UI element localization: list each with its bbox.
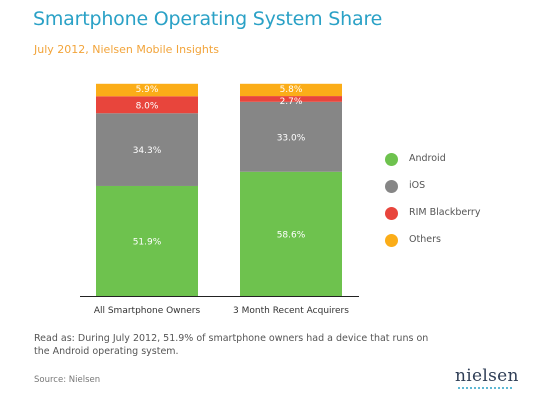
bar-segment-ios-0: [96, 113, 198, 186]
data-label-ios-1: 33.0%: [277, 133, 306, 143]
bar-segment-rim-blackberry-1: [240, 96, 342, 102]
legend-swatch-android: [385, 153, 398, 166]
legend-label-others: Others: [409, 234, 441, 245]
bar-segment-ios-1: [240, 101, 342, 172]
read-as-note: Read as: During July 2012, 51.9% of smar…: [34, 333, 429, 357]
nielsen-logo: nielsen: [455, 366, 519, 386]
source-label: Source: Nielsen: [34, 375, 101, 385]
chart-subtitle: July 2012, Nielsen Mobile Insights: [34, 43, 219, 56]
data-label-android-1: 58.6%: [277, 230, 306, 240]
legend-label-android: Android: [409, 153, 446, 164]
data-label-others-0: 5.9%: [136, 85, 159, 95]
data-label-rim-blackberry-1: 2.7%: [280, 97, 303, 107]
category-label-0: All Smartphone Owners: [94, 306, 201, 316]
data-label-others-1: 5.8%: [280, 85, 303, 95]
data-label-rim-blackberry-0: 8.0%: [136, 101, 159, 111]
legend-label-rim-blackberry: RIM Blackberry: [409, 207, 481, 218]
bar-segment-rim-blackberry-0: [96, 96, 198, 114]
bar-segment-others-1: [240, 83, 342, 97]
legend-swatch-others: [385, 234, 398, 247]
bar-segment-android-0: [96, 185, 198, 296]
bar-segment-android-1: [240, 171, 342, 296]
data-label-ios-0: 34.3%: [133, 146, 162, 156]
legend-swatch-rim-blackberry: [385, 207, 398, 220]
chart-title: Smartphone Operating System Share: [33, 8, 383, 30]
data-label-android-0: 51.9%: [133, 237, 162, 247]
logo-underline: [457, 387, 512, 389]
legend-swatch-ios: [385, 180, 398, 193]
legend-label-ios: iOS: [409, 180, 426, 191]
bar-segment-others-0: [96, 83, 198, 97]
category-label-1: 3 Month Recent Acquirers: [233, 306, 349, 316]
